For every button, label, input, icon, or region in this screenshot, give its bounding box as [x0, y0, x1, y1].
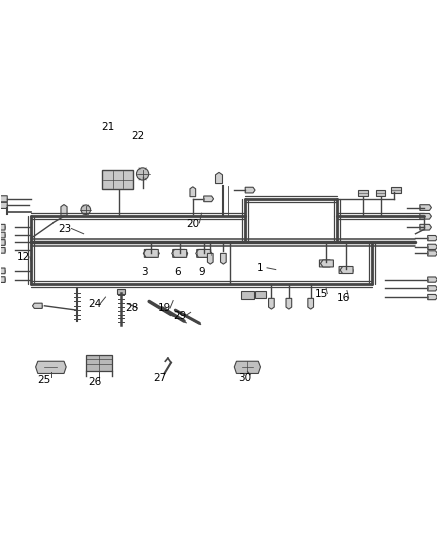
Polygon shape	[234, 361, 261, 374]
Text: 6: 6	[174, 266, 181, 277]
Circle shape	[81, 205, 91, 215]
Polygon shape	[32, 303, 42, 309]
Polygon shape	[308, 298, 314, 309]
Polygon shape	[204, 196, 214, 201]
Text: 25: 25	[38, 375, 51, 385]
Polygon shape	[0, 203, 7, 208]
Bar	[255, 292, 266, 298]
Polygon shape	[339, 266, 352, 273]
Polygon shape	[286, 298, 292, 309]
Polygon shape	[190, 187, 196, 197]
Polygon shape	[172, 249, 187, 257]
Polygon shape	[340, 266, 353, 273]
Text: 20: 20	[186, 219, 199, 229]
Bar	[86, 354, 112, 372]
Polygon shape	[321, 260, 333, 267]
Polygon shape	[61, 205, 67, 216]
Bar	[358, 190, 368, 196]
Polygon shape	[0, 240, 5, 245]
Text: 27: 27	[153, 373, 167, 383]
Polygon shape	[0, 196, 7, 202]
Polygon shape	[145, 249, 159, 257]
Text: 16: 16	[337, 293, 350, 303]
Polygon shape	[0, 268, 5, 274]
Polygon shape	[427, 294, 438, 300]
Polygon shape	[420, 205, 431, 211]
Polygon shape	[268, 298, 274, 309]
Polygon shape	[319, 260, 332, 267]
Polygon shape	[220, 253, 226, 264]
Polygon shape	[208, 253, 213, 264]
Text: 3: 3	[141, 266, 148, 277]
Text: 30: 30	[239, 373, 252, 383]
Bar	[117, 289, 125, 294]
Polygon shape	[427, 244, 438, 249]
Polygon shape	[215, 172, 223, 183]
Polygon shape	[143, 249, 158, 257]
Text: 1: 1	[257, 263, 264, 273]
Polygon shape	[0, 224, 5, 230]
Text: 24: 24	[88, 298, 101, 309]
Text: 12: 12	[17, 252, 30, 262]
Polygon shape	[0, 247, 5, 253]
Polygon shape	[0, 232, 5, 238]
Text: 19: 19	[158, 303, 171, 313]
Polygon shape	[427, 286, 438, 291]
Polygon shape	[245, 187, 255, 193]
Polygon shape	[427, 251, 438, 256]
Bar	[391, 187, 401, 193]
Polygon shape	[420, 224, 431, 230]
Polygon shape	[35, 361, 66, 374]
Text: 21: 21	[101, 122, 114, 132]
Bar	[376, 190, 385, 196]
Polygon shape	[197, 249, 212, 257]
Circle shape	[137, 168, 149, 180]
Polygon shape	[420, 213, 431, 219]
FancyBboxPatch shape	[102, 170, 133, 189]
Text: 9: 9	[198, 266, 205, 277]
Polygon shape	[427, 277, 438, 282]
Text: 23: 23	[59, 223, 72, 233]
Polygon shape	[196, 249, 211, 257]
Bar	[241, 290, 254, 299]
Text: 15: 15	[315, 288, 328, 298]
Polygon shape	[173, 249, 188, 257]
Text: 26: 26	[88, 377, 101, 387]
Text: 28: 28	[125, 303, 138, 313]
Text: 22: 22	[131, 131, 145, 141]
Polygon shape	[0, 277, 5, 282]
Text: 29: 29	[173, 311, 186, 321]
Polygon shape	[427, 236, 438, 241]
